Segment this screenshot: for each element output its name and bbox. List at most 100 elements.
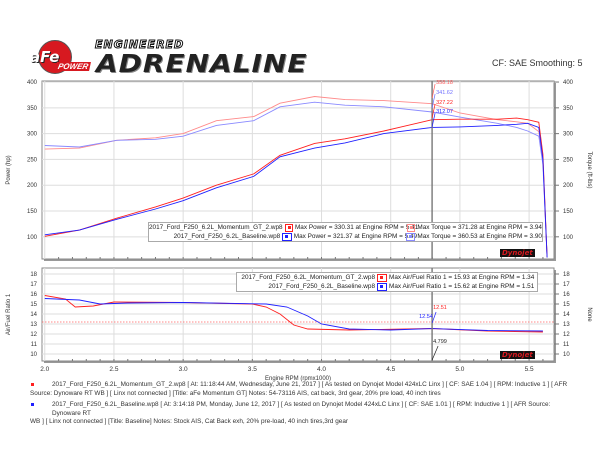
y-tick-label: 400: [27, 80, 38, 86]
y-tick-label: 15: [30, 302, 37, 308]
notes-line: 2017_Ford_F250_6.2L_Baseline.wp8 [ At: 3…: [52, 401, 551, 417]
legend-max-afr: Max Air/Fuel Ratio 1 = 15.93 at Engine R…: [389, 274, 535, 281]
y-tick-label: 14: [30, 312, 37, 318]
notes-line: Source: Dynoware RT WB ] [ Linx not conn…: [30, 389, 441, 397]
y-tick-label: 16: [30, 292, 37, 298]
dynojet-logo: Dynojet: [500, 249, 535, 257]
legend-max-afr: Max Air/Fuel Ratio 1 = 15.62 at Engine R…: [389, 283, 535, 290]
y2-tick-label: 13: [563, 322, 570, 328]
y2-tick-label: 17: [563, 282, 570, 288]
x-tick-label: 5.0: [455, 366, 464, 373]
cf-smoothing-label: CF: SAE Smoothing: 5: [492, 58, 583, 68]
y2-tick-label: 400: [563, 80, 574, 86]
momentum-marker-icon: [31, 383, 34, 386]
legend-file: 2017_Ford_F250_6.2L_Baseline.wp8: [173, 233, 281, 240]
x-tick-label: 5.5: [525, 366, 534, 373]
y-tick-label: 100: [27, 235, 38, 241]
series-line-momentum_power: [44, 117, 548, 258]
series-line-baseline_torque: [44, 101, 548, 258]
swatch-baseline-torque-icon: [405, 232, 416, 241]
legend-max-torque: Max Torque = 371.28 at Engine RPM = 3.94: [417, 224, 542, 231]
cursor-value-label: 12.51: [433, 305, 447, 311]
series-line-baseline_power: [44, 298, 543, 332]
notes-momentum: 2017_Ford_F250_6.2L_Momentum_GT_2.wp8 [ …: [30, 381, 570, 398]
y2-tick-label: 11: [563, 342, 570, 348]
cursor-value-label: 12.54: [419, 314, 433, 320]
legend-file: 2017_Ford_F250_6.2L_Momentum_GT_2.wp8: [241, 274, 375, 281]
afe-logo-text: aFe: [30, 48, 60, 66]
y2-tick-label: 16: [563, 292, 570, 298]
y2-tick-label: 350: [563, 106, 574, 112]
cursor-pointer: [431, 103, 436, 119]
y-tick-label: 11: [31, 342, 38, 348]
y2-axis-title: Torque (ft-lbs): [586, 151, 592, 188]
cursor-pointer: [431, 311, 437, 324]
legend-row-baseline: 2017_Ford_F250_6.2L_Baseline.wp8 Max Air…: [237, 282, 537, 291]
y-tick-label: 250: [27, 157, 38, 163]
dynojet-logo: Dynojet: [500, 351, 535, 359]
y2-tick-label: 12: [563, 332, 570, 338]
legend-file: 2017_Ford_F250_6.2L_Momentum_GT_2.wp8: [149, 224, 283, 231]
notes-baseline: 2017_Ford_F250_6.2L_Baseline.wp8 [ At: 3…: [30, 401, 570, 427]
y2-tick-label: 100: [563, 235, 574, 241]
legend-max-power: Max Power = 321.37 at Engine RPM = 5.49: [293, 233, 418, 240]
cursor-value-label: 358.18: [436, 80, 453, 86]
legend-row-momentum: 2017_Ford_F250_6.2L_Momentum_GT_2.wp8 Ma…: [149, 223, 542, 232]
power-legend: 2017_Ford_F250_6.2L_Momentum_GT_2.wp8 Ma…: [148, 222, 543, 242]
y-tick-label: 200: [27, 183, 38, 189]
y2-tick-label: 300: [563, 132, 574, 138]
y2-tick-label: 18: [563, 272, 570, 278]
afr-legend: 2017_Ford_F250_6.2L_Momentum_GT_2.wp8 Ma…: [236, 272, 538, 292]
y2-axis-title: None: [586, 307, 592, 322]
swatch-momentum-torque-icon: [406, 223, 416, 232]
cursor-value-label: 341.62: [436, 90, 453, 96]
y-tick-label: 300: [27, 132, 38, 138]
x-axis-title: Engine RPM (rpmx1000): [265, 376, 331, 382]
notes-line: WB ] [ Linx not connected ] [Title: Base…: [30, 418, 349, 425]
swatch-baseline-power-icon: [282, 232, 292, 241]
legend-max-power: Max Power = 330.31 at Engine RPM = 5.41: [294, 224, 419, 231]
y2-tick-label: 200: [563, 183, 574, 189]
y2-tick-label: 14: [563, 312, 570, 318]
swatch-momentum-power-icon: [284, 223, 293, 232]
logo-adrenaline: ADRENALINE: [96, 48, 308, 79]
y2-tick-label: 10: [563, 352, 570, 358]
cursor-value-label: 327.22: [436, 100, 453, 106]
y-tick-label: 150: [27, 209, 38, 215]
x-tick-label: 4.0: [317, 366, 326, 373]
legend-max-torque: Max Torque = 360.53 at Engine RPM = 3.90: [417, 233, 542, 240]
afe-logo-icon: [38, 40, 72, 74]
cursor-pointer: [431, 112, 436, 128]
y-axis-title: Air/Fuel Ratio 1: [6, 293, 12, 335]
baseline-marker-icon: [31, 403, 34, 406]
x-tick-label: 2.0: [40, 366, 49, 373]
x-tick-label: 3.0: [179, 366, 188, 373]
y-tick-label: 18: [30, 272, 37, 278]
swatch-momentum-afr-icon: [377, 273, 387, 282]
y-tick-label: 17: [30, 282, 37, 288]
cursor-pointer: [431, 83, 436, 99]
y-tick-label: 350: [27, 106, 38, 112]
y2-tick-label: 15: [563, 302, 570, 308]
y2-tick-label: 150: [563, 209, 574, 215]
x-tick-label: 3.5: [248, 366, 257, 373]
notes-line: 2017_Ford_F250_6.2L_Momentum_GT_2.wp8 [ …: [52, 381, 568, 388]
x-tick-label: 4.5: [386, 366, 395, 373]
y-tick-label: 10: [30, 352, 37, 358]
y2-tick-label: 250: [563, 157, 574, 163]
cursor-pointer: [431, 93, 436, 109]
series-line-baseline_power: [44, 122, 548, 258]
cursor-rpm-label: 4.799: [433, 339, 447, 345]
y-tick-label: 13: [30, 322, 37, 328]
legend-row-momentum: 2017_Ford_F250_6.2L_Momentum_GT_2.wp8 Ma…: [237, 273, 537, 282]
logo-engineered: ENGINEERED: [94, 38, 185, 52]
x-tick-label: 2.5: [109, 366, 118, 373]
swatch-baseline-afr-icon: [377, 282, 387, 291]
cursor-pointer: [431, 345, 439, 361]
series-line-momentum_power: [44, 295, 543, 333]
legend-row-baseline: 2017_Ford_F250_6.2L_Baseline.wp8 Max Pow…: [149, 232, 542, 241]
cursor-value-label: 312.07: [436, 109, 453, 115]
y-tick-label: 12: [30, 332, 37, 338]
y-axis-title: Power (hp): [6, 155, 12, 184]
